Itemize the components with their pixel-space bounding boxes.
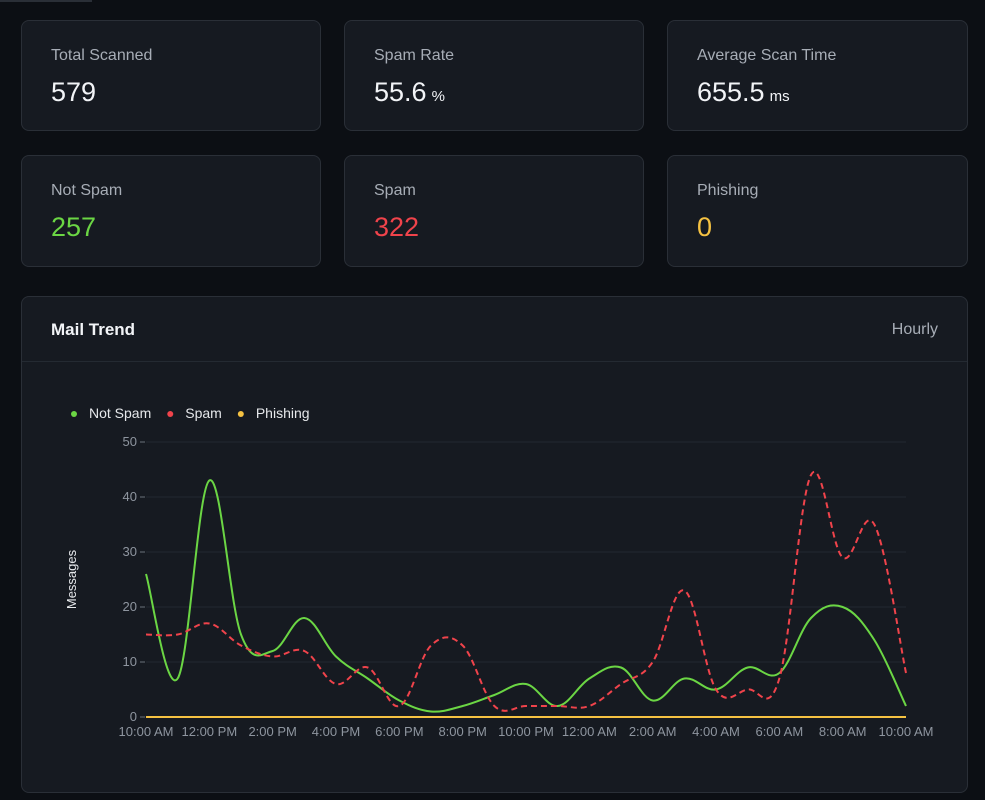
series-line-not-spam [145,479,907,713]
stat-label: Not Spam [51,182,123,199]
x-tick-label: 8:00 AM [819,724,867,739]
x-tick-label: 6:00 PM [375,724,423,739]
y-tick-label: 20 [123,599,137,614]
x-tick-label: 10:00 AM [879,724,934,739]
chart-card-header: Mail Trend Hourly [22,297,967,362]
legend-label: Phishing [256,405,310,421]
stat-card-total-scanned: Total Scanned 579 [21,20,321,131]
stat-value: 55.6% [374,77,445,107]
stat-card-not-spam: Not Spam 257 [21,155,321,267]
stat-card-phishing: Phishing 0 [667,155,968,267]
legend-marker [71,411,77,417]
y-tick-label: 50 [123,434,137,449]
stat-value: 0 [697,212,713,242]
stat-label: Average Scan Time [697,47,837,64]
x-tick-label: 10:00 PM [498,724,554,739]
mail-trend-card: Mail Trend Hourly 0 10 20 30 40 50 Messages 10:… [21,296,968,793]
x-tick-label: 2:00 PM [248,724,296,739]
legend-marker [237,411,244,417]
x-tick-label: 6:00 AM [755,724,803,739]
stat-label: Spam [374,182,416,199]
stat-value: 579 [51,77,97,107]
x-tick-label: 12:00 AM [562,724,617,739]
series-line-spam [145,470,907,712]
x-tick-label: 12:00 PM [182,724,238,739]
stat-value: 655.5 ms [697,77,790,107]
stat-card-spam: Spam 322 [344,155,644,267]
x-tick-label: 4:00 PM [312,724,360,739]
legend-marker [167,411,174,417]
x-tick-label: 8:00 PM [438,724,486,739]
top-divider [0,0,92,2]
x-tick-label: 2:00 AM [629,724,677,739]
stat-value: 322 [374,212,420,242]
stat-card-average-scan-time: Average Scan Time 655.5 ms [667,20,968,131]
chart-card-title: Mail Trend [51,320,136,339]
stat-card-spam-rate: Spam Rate 55.6% [344,20,644,131]
x-tick-label: 10:00 AM [119,724,174,739]
legend-label: Not Spam [89,405,151,421]
y-tick-label: 40 [123,489,137,504]
stat-label: Phishing [697,182,759,199]
legend-label: Spam [185,405,222,421]
y-tick-label: 30 [123,544,137,559]
y-tick-label: 10 [123,654,137,669]
stat-label: Spam Rate [374,47,455,64]
period-selector[interactable]: Hourly [891,321,938,338]
x-tick-label: 4:00 AM [692,724,740,739]
y-axis-label: Messages [64,549,79,609]
stat-label: Total Scanned [51,47,153,64]
y-tick-label: 0 [130,709,137,724]
stat-value: 257 [51,212,97,242]
mail-trend-chart: 0 10 20 30 40 50 Messages 10:00 AM 12:00 PM 2:00 … [64,405,934,739]
